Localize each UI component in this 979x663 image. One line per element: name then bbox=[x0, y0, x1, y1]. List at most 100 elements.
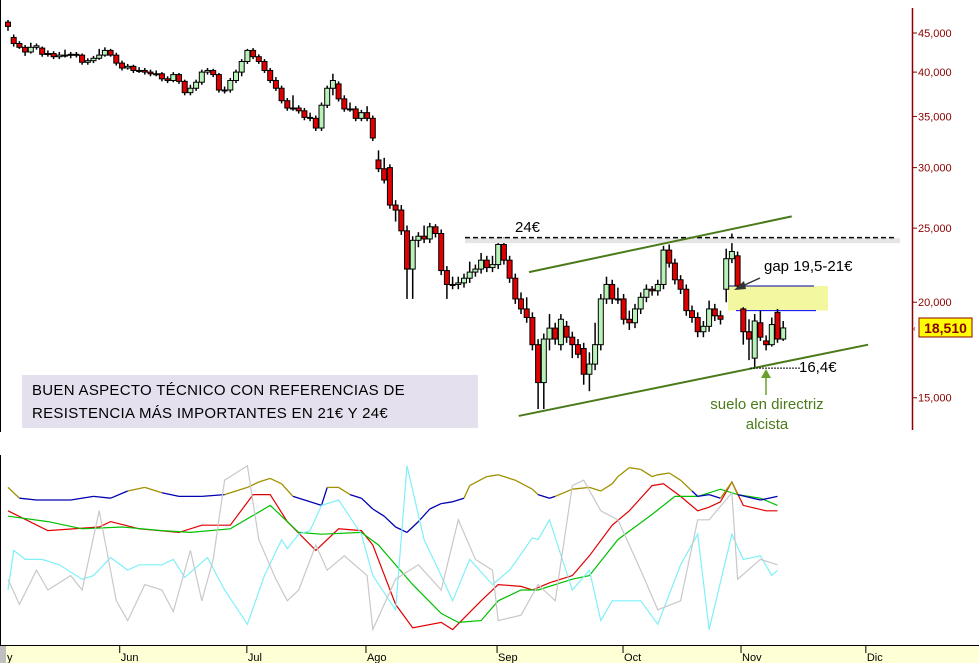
candle-body bbox=[364, 112, 371, 119]
candle-body bbox=[540, 338, 547, 384]
candle bbox=[432, 224, 439, 238]
indicator-segment bbox=[617, 467, 630, 478]
candle bbox=[67, 51, 74, 59]
candle bbox=[386, 164, 393, 209]
candle-body bbox=[250, 49, 257, 58]
candle-body bbox=[290, 107, 296, 110]
gap-highlight bbox=[728, 286, 828, 311]
candle-body bbox=[546, 327, 553, 340]
indicator-segment bbox=[572, 486, 590, 490]
candle-body bbox=[295, 107, 302, 112]
candle bbox=[523, 297, 530, 323]
indicator-segment bbox=[372, 508, 385, 517]
indicator-line bbox=[7, 488, 778, 624]
candle bbox=[113, 52, 120, 66]
candle bbox=[563, 321, 570, 343]
candle bbox=[255, 54, 262, 64]
candle-body bbox=[284, 100, 291, 109]
candle-body bbox=[415, 235, 422, 241]
candle-body bbox=[358, 112, 365, 119]
candle-body bbox=[84, 60, 91, 63]
candle-body bbox=[238, 60, 245, 73]
candle bbox=[518, 292, 524, 315]
candle bbox=[780, 321, 787, 341]
annotations bbox=[465, 215, 900, 417]
candle bbox=[290, 95, 296, 111]
indicator-segment bbox=[441, 501, 453, 505]
time-axis: y Jun Jul Ago Sep Oct Nov Dic bbox=[0, 645, 979, 663]
candle bbox=[84, 58, 91, 65]
candle bbox=[153, 70, 160, 77]
candle bbox=[700, 321, 707, 338]
indicator-segment bbox=[452, 497, 465, 503]
candle-body bbox=[198, 71, 205, 83]
indicator-segment bbox=[600, 483, 613, 492]
candle-body bbox=[649, 288, 656, 292]
candle bbox=[272, 77, 279, 91]
candle-body bbox=[244, 49, 251, 62]
candle bbox=[409, 236, 416, 299]
candle bbox=[512, 273, 519, 304]
candle bbox=[284, 97, 291, 111]
candle-body bbox=[56, 54, 63, 58]
support-note-line1: suelo en directriz bbox=[710, 396, 823, 413]
candle-body bbox=[352, 108, 359, 119]
candle bbox=[261, 59, 268, 73]
candle bbox=[763, 335, 770, 351]
indicator-segment bbox=[657, 472, 670, 476]
last-price-badge: ‹ 18,510 bbox=[913, 317, 973, 338]
indicator-segment bbox=[651, 474, 658, 478]
resistance-label: 24€ bbox=[515, 219, 541, 236]
indicator-line bbox=[7, 480, 778, 631]
candle-body bbox=[44, 53, 51, 56]
candle-body bbox=[170, 74, 177, 82]
indicator-segment bbox=[668, 472, 681, 481]
indicator-segment bbox=[395, 526, 408, 533]
price-pointer-icon: ‹ bbox=[913, 324, 916, 333]
candle bbox=[10, 34, 17, 47]
candle bbox=[210, 68, 217, 78]
candle-body bbox=[660, 249, 667, 285]
month-label: Ago bbox=[367, 652, 387, 663]
candle-body bbox=[210, 69, 217, 76]
candle-body bbox=[768, 324, 775, 346]
support-label: 16,4€ bbox=[799, 359, 837, 376]
indicator-segment bbox=[144, 486, 163, 494]
candle-body bbox=[717, 315, 724, 320]
indicator-segment bbox=[514, 479, 533, 490]
candle-body bbox=[73, 53, 80, 56]
candle-body bbox=[466, 271, 473, 279]
candle-body bbox=[711, 308, 718, 317]
candle-body bbox=[341, 98, 348, 110]
indicator-segment bbox=[309, 501, 322, 507]
candle-body bbox=[609, 283, 616, 300]
candle bbox=[312, 115, 319, 131]
month-label: Nov bbox=[742, 652, 762, 663]
indicator-segment bbox=[360, 497, 374, 510]
candle-body bbox=[677, 279, 684, 290]
candle-body bbox=[398, 209, 405, 232]
candle-body bbox=[421, 235, 428, 240]
candle bbox=[455, 276, 462, 290]
price-tick-label: 30,000 bbox=[918, 163, 952, 175]
candle-body bbox=[728, 251, 735, 260]
indicator-segment bbox=[349, 493, 362, 499]
scroll-left-button[interactable] bbox=[0, 646, 6, 663]
candle-body bbox=[153, 73, 160, 76]
candle bbox=[597, 294, 604, 351]
candle-body bbox=[307, 116, 314, 119]
candle-body bbox=[529, 317, 536, 346]
candle bbox=[193, 79, 200, 91]
indicator-segment bbox=[463, 485, 471, 499]
candle-body bbox=[255, 56, 262, 62]
candle-body bbox=[312, 117, 319, 129]
candle bbox=[637, 292, 644, 315]
candle-body bbox=[181, 80, 188, 94]
candle-body bbox=[495, 243, 502, 266]
candle-body bbox=[671, 262, 678, 281]
candle-body bbox=[500, 243, 507, 261]
candle bbox=[16, 41, 23, 49]
candle-body bbox=[603, 283, 610, 300]
support-note-line2: alcista bbox=[746, 416, 789, 433]
candle-body bbox=[426, 226, 433, 240]
